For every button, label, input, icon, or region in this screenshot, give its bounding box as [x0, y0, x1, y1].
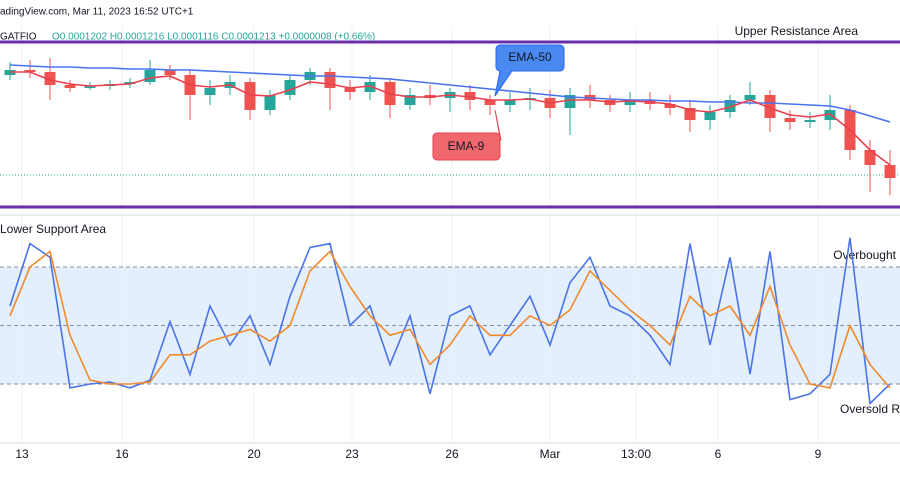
candle-body: [404, 95, 416, 105]
candle-body: [764, 95, 776, 118]
candle-body: [24, 70, 36, 72]
candle-body: [284, 80, 296, 95]
candle-body: [744, 95, 756, 100]
candle-body: [564, 95, 576, 108]
x-tick-label: 6: [715, 447, 722, 461]
candle-body: [64, 85, 76, 88]
x-tick-label: 26: [445, 447, 459, 461]
x-tick-label: Mar: [540, 447, 561, 461]
candle-body: [504, 100, 516, 105]
candle-body: [864, 150, 876, 165]
header-symbol: GATFIO: [0, 32, 37, 43]
level-label: Oversold R: [840, 402, 900, 416]
candle-body: [884, 165, 896, 178]
candle-body: [144, 70, 156, 82]
level-label: Upper Resistance Area: [735, 24, 859, 38]
candle-body: [324, 72, 336, 88]
candle-body: [724, 100, 736, 112]
ema-9-callout: EMA-9: [432, 109, 502, 161]
plot: Upper Resistance Area Lower Support Area O…: [0, 24, 900, 461]
candle-body: [84, 86, 96, 88]
ema-50-callout: EMA-50: [494, 44, 565, 97]
callout-label: EMA-9: [448, 139, 485, 153]
candle-body: [624, 100, 636, 105]
candle-body: [164, 70, 176, 75]
header-source: adingView.com, Mar 11, 2023 16:52 UTC+1: [0, 7, 194, 18]
header-ohlc: O0.0001202 H0.0001216 L0.0001116 C0.0001…: [52, 32, 375, 43]
x-tick-label: 9: [815, 447, 822, 461]
level-label: Lower Support Area: [0, 222, 106, 236]
x-tick-label: 16: [115, 447, 129, 461]
candle-body: [804, 120, 816, 122]
series-line: [9, 237, 891, 406]
candle-body: [244, 82, 256, 110]
x-tick-label: 23: [345, 447, 359, 461]
x-tick-label: 13:00: [621, 447, 651, 461]
callout-box: [432, 109, 502, 161]
candle-body: [784, 118, 796, 122]
candle-body: [664, 104, 676, 108]
x-tick-label: 20: [247, 447, 261, 461]
level-label: Overbought: [833, 248, 896, 262]
candle-body: [464, 92, 476, 100]
candle-body: [704, 112, 716, 120]
candle-body: [484, 100, 496, 105]
candle-body: [364, 82, 376, 92]
candle-body: [344, 88, 356, 92]
candle-body: [264, 95, 276, 110]
series-line: [9, 250, 891, 389]
series-line: [10, 71, 891, 166]
candle-body: [204, 88, 216, 95]
callout-label: EMA-50: [508, 50, 552, 64]
candle-body: [684, 108, 696, 120]
x-tick-label: 13: [15, 447, 29, 461]
callout-box: [494, 44, 565, 97]
candle-body: [124, 82, 136, 84]
candle-body: [44, 72, 56, 85]
